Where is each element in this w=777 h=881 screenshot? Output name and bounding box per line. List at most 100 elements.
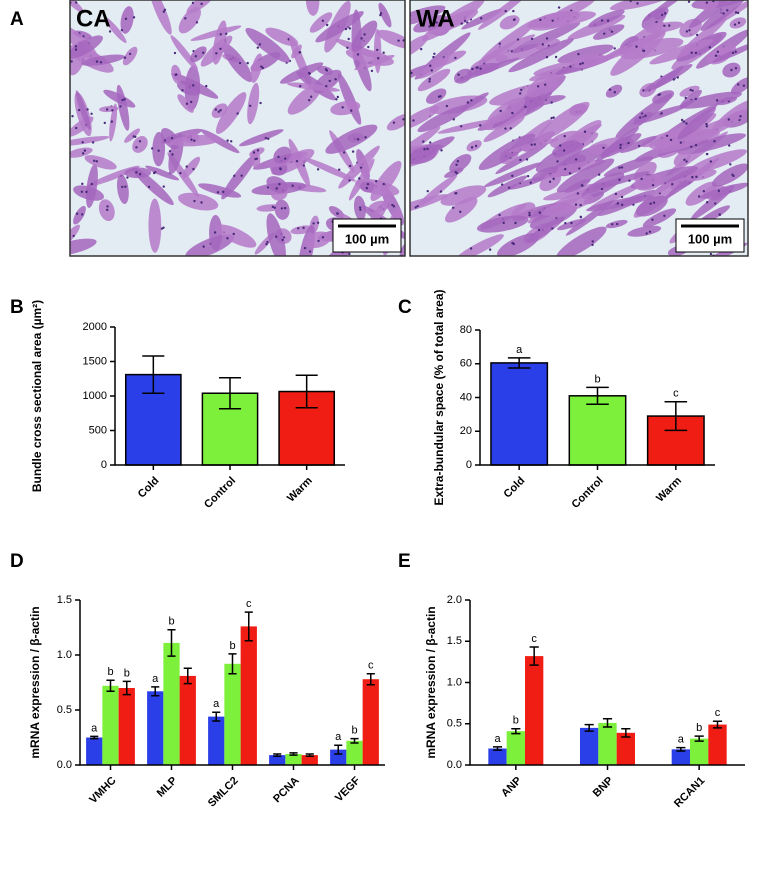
tissue xyxy=(170,35,198,71)
nucleus xyxy=(279,167,282,170)
nucleus xyxy=(86,108,89,111)
tissue xyxy=(537,101,590,141)
nucleus xyxy=(194,55,198,58)
y-tick-label: 500 xyxy=(89,424,107,436)
tissue xyxy=(73,185,105,201)
nucleus xyxy=(248,104,252,108)
nucleus xyxy=(259,101,262,105)
tissue xyxy=(410,5,446,27)
error-bar xyxy=(228,653,237,675)
tissue xyxy=(148,198,162,253)
nucleus xyxy=(433,52,436,55)
tissue xyxy=(570,53,606,69)
tissue xyxy=(632,104,688,125)
nucleus xyxy=(528,213,531,217)
nucleus xyxy=(474,144,478,148)
x-tick-label: Warm xyxy=(285,475,315,505)
nucleus xyxy=(545,37,549,40)
nucleus xyxy=(379,13,382,17)
nucleus xyxy=(620,166,624,169)
nucleus xyxy=(124,17,128,21)
nucleus xyxy=(430,69,433,72)
error-bar xyxy=(584,723,594,732)
nucleus xyxy=(694,97,698,101)
nucleus xyxy=(439,95,442,98)
nucleus xyxy=(551,227,554,230)
nucleus xyxy=(525,158,529,161)
tissue xyxy=(345,48,394,66)
tissue xyxy=(478,18,538,65)
bar xyxy=(118,688,135,765)
tissue xyxy=(586,195,654,212)
annotation: b xyxy=(168,616,174,628)
nucleus xyxy=(687,0,691,3)
nucleus xyxy=(455,192,458,195)
nucleus xyxy=(552,116,555,119)
nucleus xyxy=(185,165,188,168)
nucleus xyxy=(619,146,622,149)
tissue xyxy=(596,31,666,63)
nucleus xyxy=(132,135,136,138)
nucleus xyxy=(620,203,624,207)
tissue xyxy=(679,85,700,97)
tissue xyxy=(309,12,333,33)
nucleus xyxy=(350,109,353,112)
nucleus xyxy=(422,140,425,143)
y-tick-label: 0.0 xyxy=(57,759,72,771)
nucleus xyxy=(321,236,325,239)
nucleus xyxy=(563,134,566,138)
tissue xyxy=(677,106,716,140)
bar xyxy=(616,732,635,765)
nucleus xyxy=(168,150,172,153)
nucleus xyxy=(382,182,385,186)
nucleus xyxy=(419,47,423,51)
tissue xyxy=(552,140,580,157)
nucleus xyxy=(429,64,432,67)
nucleus xyxy=(106,208,109,212)
nucleus xyxy=(651,184,655,187)
error-bar xyxy=(122,680,131,696)
nucleus xyxy=(714,54,718,57)
nucleus xyxy=(616,202,620,205)
nucleus xyxy=(162,10,166,13)
tissue xyxy=(315,11,364,43)
nucleus xyxy=(406,117,408,119)
tissue xyxy=(279,62,324,84)
tissue xyxy=(592,24,625,40)
nucleus xyxy=(426,147,429,151)
nucleus xyxy=(717,189,721,193)
tissue xyxy=(542,195,594,216)
nucleus xyxy=(297,227,300,230)
nucleus xyxy=(123,56,127,59)
nucleus xyxy=(325,23,329,27)
nucleus xyxy=(174,73,177,77)
nucleus xyxy=(74,48,78,51)
nucleus xyxy=(429,141,432,144)
y-tick-label: 60 xyxy=(460,358,472,370)
nucleus xyxy=(680,118,684,122)
nucleus xyxy=(321,19,325,22)
error-bar xyxy=(586,386,609,405)
nucleus xyxy=(377,57,380,60)
tissue xyxy=(700,0,748,31)
nucleus xyxy=(90,182,93,186)
nucleus xyxy=(550,101,553,104)
tissue xyxy=(711,163,748,187)
nucleus xyxy=(291,184,294,187)
nucleus xyxy=(358,206,362,209)
nucleus xyxy=(526,174,530,178)
nucleus xyxy=(316,221,320,224)
bar xyxy=(208,716,225,765)
nucleus xyxy=(392,121,396,124)
tissue xyxy=(478,133,536,171)
nucleus xyxy=(222,190,225,194)
tissue xyxy=(360,181,376,193)
nucleus xyxy=(672,78,675,81)
nucleus xyxy=(645,232,648,235)
nucleus xyxy=(190,138,193,141)
nucleus xyxy=(414,206,417,209)
error-bar xyxy=(694,735,704,742)
error-bar xyxy=(676,746,686,752)
bar xyxy=(163,642,180,765)
tissue xyxy=(185,234,235,256)
